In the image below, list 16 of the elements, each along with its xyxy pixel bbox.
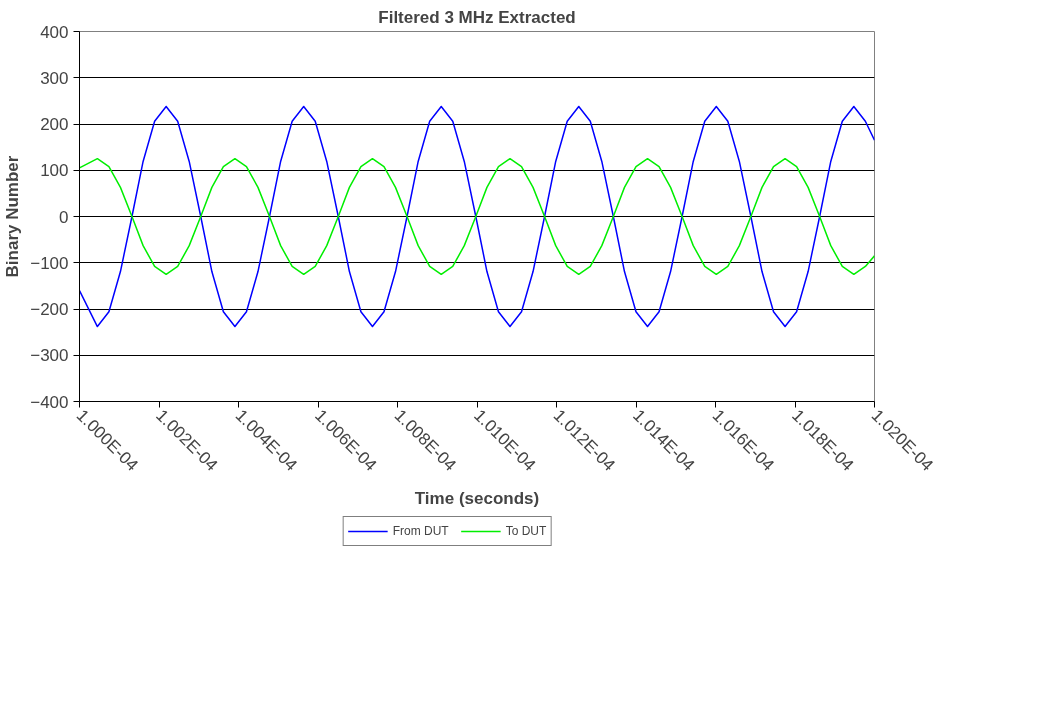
- x-axis-title: Time (seconds): [414, 489, 540, 509]
- y-axis-title: Binary Number: [3, 155, 23, 278]
- y-tick-label: 300: [40, 68, 69, 88]
- y-tick-label: 400: [40, 22, 69, 42]
- legend-label: From DUT: [392, 524, 449, 538]
- chart-title: Filtered 3 MHz Extracted: [378, 7, 576, 27]
- y-tick-label: 100: [40, 161, 69, 181]
- line-series: [79, 157, 875, 276]
- y-tick-label: 200: [40, 115, 69, 134]
- y-tick-label: −300: [30, 346, 69, 366]
- y-tick-label: 0: [59, 207, 69, 227]
- y-tick-label: −200: [30, 300, 69, 319]
- legend-label: To DUT: [505, 524, 547, 538]
- y-tick-label: −100: [30, 253, 69, 273]
- line-series: [79, 105, 875, 328]
- y-tick-label: −400: [30, 392, 69, 412]
